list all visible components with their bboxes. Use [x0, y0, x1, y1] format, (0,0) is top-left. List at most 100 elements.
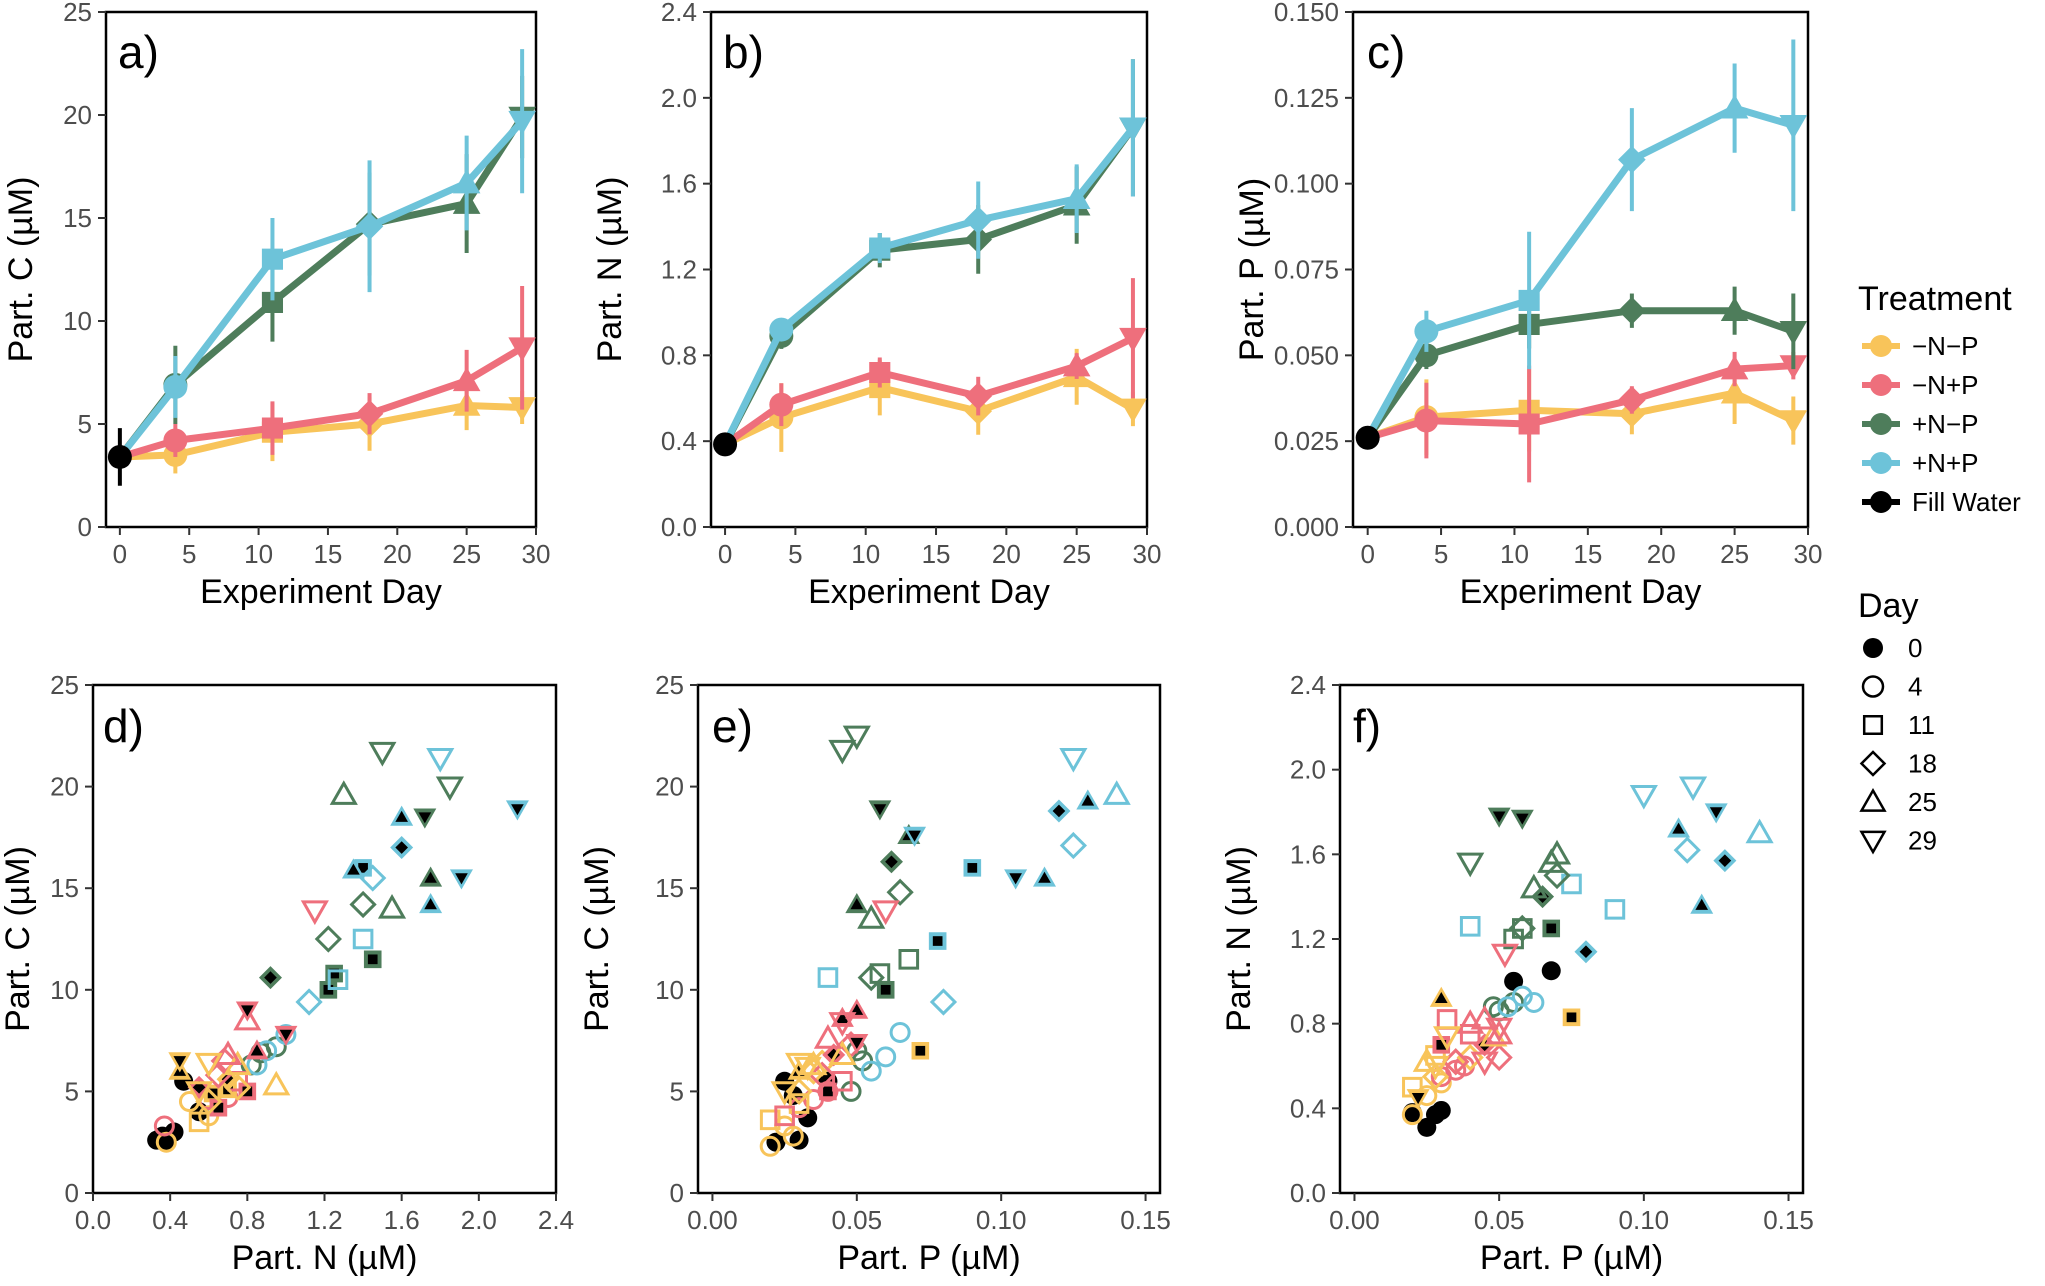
panel-label: d)	[103, 700, 144, 752]
panel-f: 0.00 0.05 0.10 0.15 0.0 0.4 0.8 1.2 1.6 2.0 2.4 Par…	[1220, 670, 1814, 1277]
y-tick-label: 1.6	[1290, 839, 1326, 869]
y-tick-label: 0.0	[661, 512, 697, 542]
x-tick-label: 15	[313, 539, 342, 569]
x-axis-title: Experiment Day	[1460, 573, 1702, 611]
y-axis-title: Part. N (µM)	[1220, 846, 1258, 1032]
series--N+P	[1366, 351, 1808, 483]
data-point	[1779, 114, 1808, 140]
scatter-point	[1511, 985, 1533, 1007]
scatter-point	[1490, 943, 1520, 969]
scatter-point	[1561, 873, 1582, 895]
scatter-point	[775, 1071, 795, 1091]
scatter-point-core	[1052, 804, 1066, 818]
legend-marker	[1861, 675, 1885, 698]
scatter-point	[1485, 1019, 1514, 1045]
legend-label: 18	[1908, 749, 1937, 779]
data-point	[163, 374, 188, 399]
scatter-point-core	[1566, 1012, 1577, 1023]
data-point	[508, 110, 536, 135]
legend-treatment-title: Treatment	[1858, 280, 2012, 318]
data-point	[1062, 352, 1091, 377]
x-tick-label: 20	[1647, 539, 1676, 569]
scatter-point	[898, 949, 920, 970]
data-point	[163, 428, 188, 453]
scatter-point	[1425, 1105, 1445, 1125]
y-tick-label: 10	[655, 975, 684, 1005]
scatter-point	[889, 1021, 911, 1043]
data-point	[713, 432, 738, 457]
data-point	[1618, 296, 1646, 325]
scatter-point	[1678, 776, 1708, 802]
scatter-point	[314, 925, 342, 953]
legend-marker	[1870, 491, 1892, 513]
scatter-point	[857, 904, 886, 929]
scatter-point	[368, 741, 397, 767]
panel-a: 0 5 10 15 20 25 30 0 5 10 15 20 25 Experiment Day Part…	[2, 0, 550, 611]
panel-c: 0 5 10 15 20 25 30 0.000 0.025 0.050 0.075 0.100 0.1…	[1233, 0, 1822, 611]
y-tick-label: 15	[50, 873, 79, 903]
x-tick-label: 30	[522, 539, 551, 569]
data-point	[1518, 289, 1540, 311]
scatter-point	[1745, 818, 1774, 844]
panel-d: 0.0 0.4 0.8 1.2 1.6 2.0 2.4 0 5 10 15 20 25 Part. N (…	[0, 670, 574, 1277]
legend-item: 18	[1859, 749, 1937, 779]
scatter-points	[759, 725, 1131, 1157]
scatter-point	[1508, 914, 1536, 943]
y-tick-label: 2.0	[1290, 755, 1326, 785]
x-tick-label: 5	[788, 539, 802, 569]
series-line	[1364, 104, 1795, 440]
scatter-point	[770, 1081, 799, 1106]
scatter-point	[426, 748, 455, 773]
scatter-point	[774, 1105, 795, 1127]
scatter-point	[349, 890, 377, 919]
scatter-point	[782, 1125, 804, 1147]
y-axis-title: Part. C (µM)	[0, 846, 37, 1032]
data-point	[1355, 425, 1380, 450]
scatter-point	[155, 1131, 177, 1153]
x-tick-label: 25	[452, 539, 481, 569]
data-point	[1119, 117, 1147, 142]
scatter-point	[793, 1056, 822, 1082]
panel-label: a)	[118, 26, 159, 78]
scatter-point	[1542, 839, 1572, 865]
scatter-point	[828, 1012, 857, 1037]
x-tick-label: 10	[1500, 539, 1529, 569]
legend-label: +N−P	[1912, 409, 1979, 439]
scatter-point	[1412, 1047, 1441, 1072]
scatter-point	[784, 1052, 814, 1078]
scatter-point-core	[1546, 923, 1557, 934]
legend-label: 25	[1908, 787, 1937, 817]
plot-frame	[709, 10, 1149, 529]
scatter-point	[842, 725, 871, 751]
scatter-point-core	[1038, 871, 1051, 883]
x-tick-label: 0	[113, 539, 127, 569]
scatter-point-core	[395, 810, 408, 822]
y-tick-label: 1.2	[661, 255, 697, 285]
plot-frame	[1351, 10, 1810, 529]
data-point	[1720, 296, 1749, 322]
data-point	[355, 399, 384, 428]
y-tick-label: 5	[65, 1076, 79, 1106]
scatter-point	[1541, 961, 1561, 981]
x-tick-label: 1.6	[384, 1205, 420, 1235]
scatter-point	[194, 1052, 223, 1078]
y-tick-label: 20	[655, 772, 684, 802]
scatter-point	[832, 1070, 853, 1092]
scatter-point-core	[279, 1029, 293, 1041]
y-tick-label: 2.4	[1290, 670, 1326, 700]
x-axis-title: Part. N (µM)	[232, 1239, 418, 1277]
data-point	[1119, 398, 1147, 423]
scatter-point-core	[850, 1003, 864, 1015]
data-point	[107, 444, 132, 469]
legend-label: +N+P	[1912, 448, 1979, 478]
scatter-point	[886, 878, 914, 906]
scatter-point	[1432, 1026, 1462, 1051]
x-tick-label: 5	[182, 539, 196, 569]
y-tick-label: 25	[63, 0, 92, 27]
panel-label: e)	[712, 700, 753, 752]
scatter-point	[875, 1046, 897, 1068]
scatter-point	[1503, 928, 1524, 950]
series-+N+P	[117, 49, 536, 460]
legend-label: Fill Water	[1912, 487, 2021, 517]
